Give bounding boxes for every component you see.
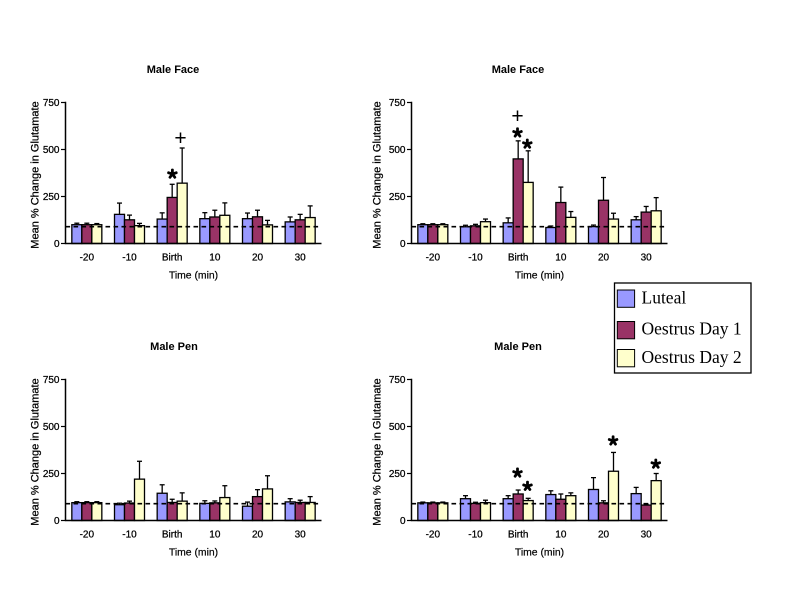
- svg-text:Oestrus Day 1: Oestrus Day 1: [642, 319, 742, 339]
- svg-text:500: 500: [43, 422, 60, 433]
- svg-text:Birth: Birth: [162, 253, 183, 264]
- svg-text:0: 0: [54, 516, 60, 527]
- svg-text:+: +: [511, 105, 523, 128]
- svg-text:Male Pen: Male Pen: [150, 341, 198, 353]
- svg-text:Mean % Change in Glutamate: Mean % Change in Glutamate: [30, 101, 42, 248]
- svg-text:Birth: Birth: [508, 530, 529, 541]
- svg-text:-10: -10: [468, 253, 483, 264]
- svg-text:10: 10: [555, 253, 567, 264]
- svg-text:Birth: Birth: [162, 530, 183, 541]
- svg-text:Luteal: Luteal: [642, 288, 687, 308]
- svg-text:500: 500: [389, 145, 406, 156]
- svg-text:Time (min): Time (min): [515, 548, 564, 559]
- svg-text:Mean % Change in Glutamate: Mean % Change in Glutamate: [372, 101, 384, 248]
- svg-text:0: 0: [400, 239, 406, 250]
- svg-text:500: 500: [389, 422, 406, 433]
- svg-text:Male Face: Male Face: [492, 64, 545, 76]
- svg-text:750: 750: [389, 375, 406, 386]
- svg-text:250: 250: [43, 192, 60, 203]
- svg-text:30: 30: [295, 530, 307, 541]
- svg-text:750: 750: [43, 375, 60, 386]
- svg-text:Time (min): Time (min): [169, 548, 218, 559]
- svg-text:250: 250: [43, 469, 60, 480]
- svg-text:-20: -20: [426, 530, 441, 541]
- svg-text:20: 20: [252, 253, 264, 264]
- svg-text:Time (min): Time (min): [515, 271, 564, 282]
- svg-text:-20: -20: [80, 530, 95, 541]
- svg-text:750: 750: [43, 98, 60, 109]
- svg-text:-10: -10: [122, 253, 137, 264]
- svg-text:30: 30: [641, 253, 653, 264]
- svg-text:Male Pen: Male Pen: [494, 341, 542, 353]
- svg-text:Mean % Change in Glutamate: Mean % Change in Glutamate: [372, 378, 384, 525]
- svg-text:20: 20: [598, 530, 610, 541]
- svg-text:250: 250: [389, 469, 406, 480]
- svg-text:Oestrus Day 2: Oestrus Day 2: [642, 347, 742, 367]
- svg-text:-20: -20: [80, 253, 95, 264]
- svg-text:750: 750: [389, 98, 406, 109]
- svg-text:Mean % Change in Glutamate: Mean % Change in Glutamate: [30, 378, 42, 525]
- svg-text:Time (min): Time (min): [169, 271, 218, 282]
- svg-text:20: 20: [252, 530, 264, 541]
- svg-text:0: 0: [400, 516, 406, 527]
- svg-text:20: 20: [598, 253, 610, 264]
- svg-text:10: 10: [209, 253, 221, 264]
- svg-text:Birth: Birth: [508, 253, 529, 264]
- svg-text:30: 30: [295, 253, 307, 264]
- svg-text:-20: -20: [426, 253, 441, 264]
- svg-text:-10: -10: [468, 530, 483, 541]
- svg-text:0: 0: [54, 239, 60, 250]
- svg-text:10: 10: [209, 530, 221, 541]
- svg-text:500: 500: [43, 145, 60, 156]
- svg-text:Male Face: Male Face: [147, 64, 200, 76]
- svg-text:-10: -10: [122, 530, 137, 541]
- svg-text:10: 10: [555, 530, 567, 541]
- svg-text:+: +: [174, 127, 186, 150]
- svg-text:30: 30: [641, 530, 653, 541]
- svg-text:250: 250: [389, 192, 406, 203]
